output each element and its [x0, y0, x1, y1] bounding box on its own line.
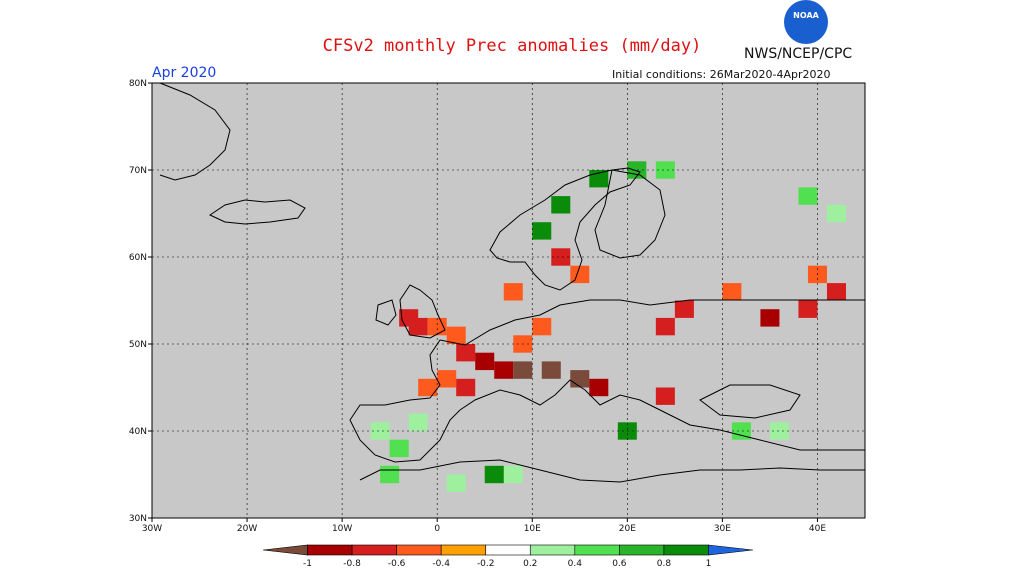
graticule: [152, 83, 865, 518]
colorbar-segment: [663, 544, 709, 556]
colorbar-segment: [440, 544, 487, 556]
lat-tick-label: 60N: [129, 253, 147, 263]
initial-conditions-label: Initial conditions: 26Mar2020-4Apr2020: [612, 68, 831, 81]
anomaly-cell: [456, 344, 476, 362]
anomaly-cell: [760, 309, 780, 327]
anomaly-cell: [826, 204, 846, 223]
latitude-ticks: 30N 40N 50N 60N 70N 80N: [129, 79, 152, 524]
anomaly-cell: [418, 378, 438, 397]
longitude-ticks: 30W 20W 10W 0 10E 20E 30E 40E: [142, 518, 826, 534]
anomaly-cell: [570, 370, 590, 388]
lat-tick-label: 80N: [129, 79, 147, 89]
anomaly-cell: [456, 378, 476, 397]
anomaly-cell: [389, 439, 409, 458]
colorbar-label: 1: [706, 559, 712, 569]
anomaly-cell: [826, 283, 846, 301]
colorbar-label: -0.8: [343, 559, 361, 569]
colorbar-label: -0.4: [432, 559, 450, 569]
anomaly-cell: [627, 161, 647, 179]
anomaly-cell: [513, 361, 533, 379]
colorbar-label: 0.8: [657, 559, 672, 569]
lon-tick-label: 10E: [524, 524, 541, 534]
anomaly-cell: [475, 352, 495, 371]
lon-tick-label: 0: [434, 524, 440, 534]
colorbar-segment: [529, 544, 576, 556]
colorbar-segment: [262, 544, 308, 556]
valid-month-label: Apr 2020: [152, 65, 217, 81]
noaa-logo: NOAA: [780, 0, 832, 44]
anomaly-cell: [655, 387, 675, 405]
anomaly-cell: [655, 161, 675, 179]
anomaly-cell: [437, 370, 457, 388]
colorbar-segment: [619, 544, 665, 556]
anomaly-cell: [722, 283, 742, 301]
map-title: CFSv2 monthly Prec anomalies (mm/day): [322, 36, 702, 56]
anomaly-cell: [541, 361, 561, 379]
colorbar: -1 -0.8 -0.6 -0.4 -0.2 0.2 0.4 0.6 0.8 1: [262, 544, 754, 569]
anomaly-cell: [503, 465, 523, 484]
anomaly-cell: [370, 422, 390, 440]
anomaly-cell: [674, 300, 694, 318]
lat-tick-label: 40N: [129, 427, 147, 437]
anomaly-cell: [731, 422, 751, 440]
anomaly-cell: [532, 317, 552, 336]
anomaly-cell: [484, 465, 504, 484]
colorbar-segment: [307, 544, 353, 556]
coastlines: [159, 82, 866, 483]
anomaly-cell: [798, 187, 818, 205]
lat-tick-label: 30N: [129, 514, 147, 524]
anomaly-cell: [532, 222, 552, 240]
anomaly-cell: [427, 317, 447, 336]
colorbar-label: 0.2: [523, 559, 537, 569]
colorbar-segment: [574, 544, 620, 556]
anomaly-cell: [408, 413, 428, 431]
lon-tick-label: 10W: [332, 524, 352, 534]
anomaly-cell: [494, 361, 514, 379]
anomaly-cell: [769, 422, 789, 440]
colorbar-segment: [351, 544, 397, 556]
colorbar-segment: [485, 544, 531, 556]
lat-tick-label: 50N: [129, 340, 147, 350]
anomaly-cell: [570, 265, 590, 284]
colorbar-label: -0.6: [388, 559, 406, 569]
colorbar-label: 0.6: [612, 559, 627, 569]
agency-label: NWS/NCEP/CPC: [744, 46, 853, 62]
colorbar-segment: [708, 544, 754, 556]
colorbar-segment: [396, 544, 442, 556]
colorbar-label: 0.4: [568, 559, 583, 569]
lon-tick-label: 30W: [142, 524, 162, 534]
anomaly-cell: [446, 326, 466, 344]
anomaly-cell: [503, 283, 523, 301]
anomaly-cell: [446, 474, 466, 492]
noaa-logo-circle: [784, 0, 828, 44]
lon-tick-label: 20E: [619, 524, 636, 534]
anomaly-cell: [380, 465, 400, 484]
noaa-logo-text: NOAA: [793, 11, 819, 20]
anomaly-cell: [589, 378, 609, 397]
anomaly-cell: [551, 248, 571, 266]
anomaly-cell: [798, 300, 818, 318]
anomaly-cell: [551, 196, 571, 214]
lon-tick-label: 30E: [714, 524, 731, 534]
lon-tick-label: 20W: [237, 524, 257, 534]
colorbar-label: -1: [303, 559, 312, 569]
lat-tick-label: 70N: [129, 166, 147, 176]
lon-tick-label: 40E: [809, 524, 826, 534]
anomaly-cell: [408, 317, 428, 336]
anomaly-cell: [655, 317, 675, 336]
colorbar-label: -0.2: [477, 559, 495, 569]
